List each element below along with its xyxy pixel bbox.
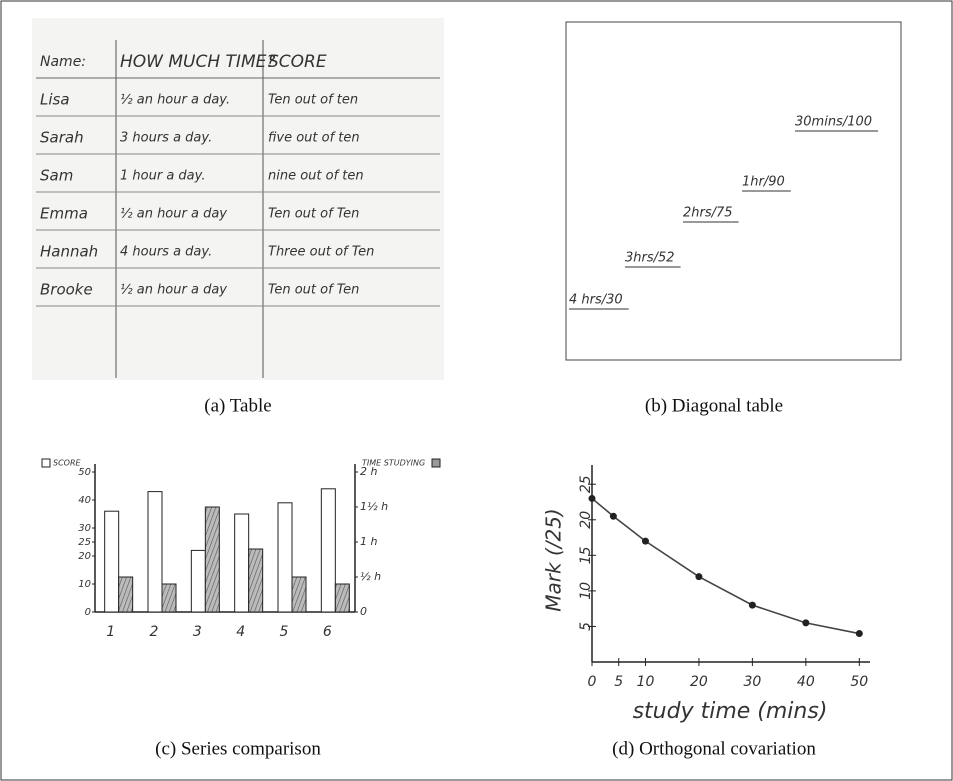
x-tick-label: 1 [106,624,115,640]
paper-b [565,21,902,361]
y-tick-label: 20 [78,551,91,562]
bar [277,502,293,613]
table-cell: five out of ten [268,131,360,146]
caption: (a) Table [204,395,271,416]
y2-tick-label: 0 [360,605,367,618]
y-tick-label: 0 [85,607,91,618]
y-tick-label: 50 [78,467,91,478]
diagonal-entry: 3hrs/52 [625,251,675,266]
x-tick-label: 40 [797,674,815,690]
y-tick-label: 10 [78,579,91,590]
x-tick-label: 50 [850,674,868,690]
table-cell: 4 hours a day. [120,245,212,260]
y-tick-label: 10 [578,582,594,600]
paper-a [32,18,444,380]
bar [204,506,220,613]
table-cell: Ten out of Ten [268,207,359,222]
x-axis-label: study time (mins) [633,699,828,724]
diagonal-entry: 2hrs/75 [683,206,733,221]
x-tick-label: 10 [637,674,655,690]
table-header: HOW MUCH TIME? [120,52,275,72]
bar [291,576,307,613]
legend-label: TIME STUDYING [362,459,425,468]
table-cell: Brooke [40,281,93,299]
x-tick-label: 2 [150,624,159,640]
caption: (d) Orthogonal covariation [612,738,816,759]
table-cell: ½ an hour a day [120,283,227,298]
bar [118,576,134,613]
y-tick-label: 20 [578,511,594,529]
x-tick-label: 5 [614,674,623,690]
table-cell: Ten out of ten [268,93,358,108]
x-tick-label: 4 [236,624,245,640]
table-header: Name: [40,54,86,70]
y2-tick-label: 1 h [360,535,377,548]
x-tick-label: 5 [280,624,289,640]
x-tick-label: 20 [690,674,708,690]
table-cell: ½ an hour a day [120,207,227,222]
table-cell: ½ an hour a day. [120,93,230,108]
caption: (c) Series comparison [155,738,321,759]
table-cell: 1 hour a day. [120,169,205,184]
y2-tick-label: 2 h [360,465,377,478]
table-cell: Hannah [40,243,98,261]
diagonal-entry: 4 hrs/30 [569,293,623,308]
table-cell: Sarah [40,129,84,147]
table-header: SCORE [268,52,327,72]
bar [234,513,250,613]
diagonal-entry: 1hr/90 [742,175,785,190]
bar [147,491,163,613]
bar [320,488,336,613]
bar [104,510,120,613]
y-tick-label: 30 [78,523,91,534]
data-point [695,573,703,581]
x-tick-label: 30 [743,674,761,690]
legend-swatch [431,458,441,468]
y-tick-label: 25 [78,537,91,548]
y-tick-label: 15 [578,546,594,564]
data-point [588,494,596,502]
table-cell: Three out of Ten [268,245,374,260]
table-cell: Lisa [40,91,70,109]
y-tick-label: 25 [578,475,594,493]
table-cell: Ten out of Ten [268,283,359,298]
data-point [855,630,863,638]
data-point [802,619,810,627]
y-tick-label: 5 [578,622,594,631]
table-cell: Sam [40,167,73,185]
data-point [609,512,617,520]
x-tick-label: 6 [323,624,332,640]
bar [334,583,350,613]
data-point [748,601,756,609]
y2-tick-label: 1½ h [360,500,388,513]
table-cell: 3 hours a day. [120,131,212,146]
table-cell: Emma [40,205,88,223]
caption: (b) Diagonal table [645,395,783,416]
diagonal-entry: 30mins/100 [795,115,872,130]
table-cell: nine out of ten [268,169,364,184]
bar [190,549,206,613]
bar [248,548,264,613]
y-axis-label: Mark (/25) [542,508,566,611]
legend-swatch [41,458,51,468]
x-tick-label: 0 [588,674,597,690]
y-tick-label: 40 [78,495,91,506]
data-point [641,537,649,545]
bar [161,583,177,613]
x-tick-label: 3 [193,624,202,640]
y2-tick-label: ½ h [360,570,381,583]
legend-label: SCORE [53,459,82,468]
